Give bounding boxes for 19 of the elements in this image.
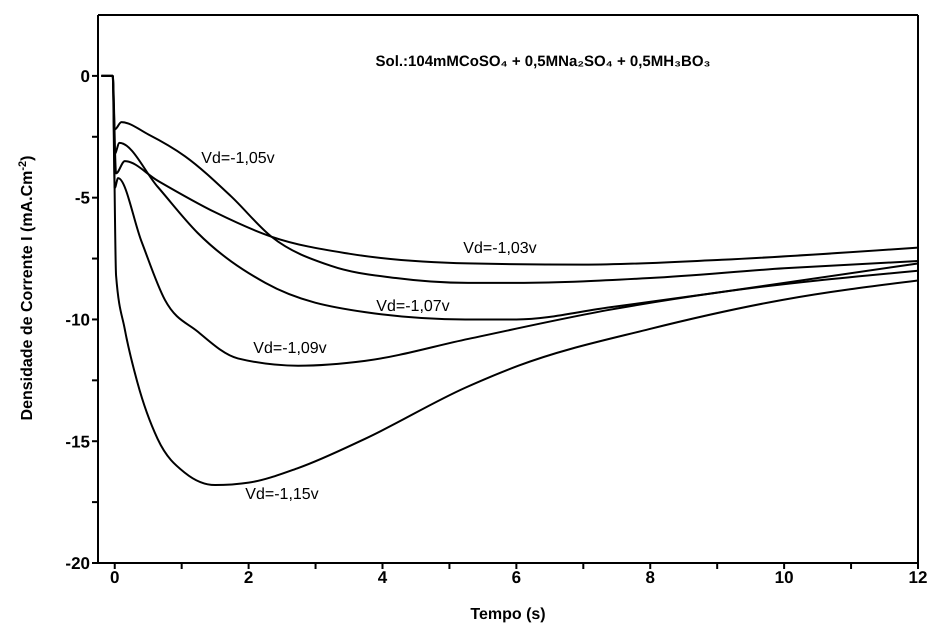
y-tick-label: -20: [65, 554, 90, 574]
x-tick-label: 12: [908, 568, 928, 588]
x-axis-title: Tempo (s): [470, 606, 546, 623]
x-tick-label: 8: [646, 568, 655, 588]
x-tick-label: 10: [774, 568, 794, 588]
x-tick-label: 6: [512, 568, 522, 588]
series-label: Vd=-1,05v: [201, 150, 275, 167]
x-tick-label: 0: [110, 568, 120, 588]
x-tick-label: 2: [244, 568, 254, 588]
y-tick-label: -15: [65, 432, 90, 452]
text: Sol.:104mMCoSO₄ + 0,5MNa₂SO₄ + 0,5MH₃BO₃: [376, 53, 711, 70]
y-tick-label: -10: [65, 310, 90, 330]
y-tick-label: 0: [80, 66, 90, 86]
series-label: Vd=-1,03v: [463, 240, 537, 257]
x-tick-label: 4: [378, 568, 388, 588]
series-label: Vd=-1,09v: [253, 340, 327, 357]
series-label: Vd=-1,07v: [376, 298, 450, 315]
series-label: Vd=-1,15v: [245, 486, 319, 503]
y-tick-label: -5: [74, 188, 90, 208]
